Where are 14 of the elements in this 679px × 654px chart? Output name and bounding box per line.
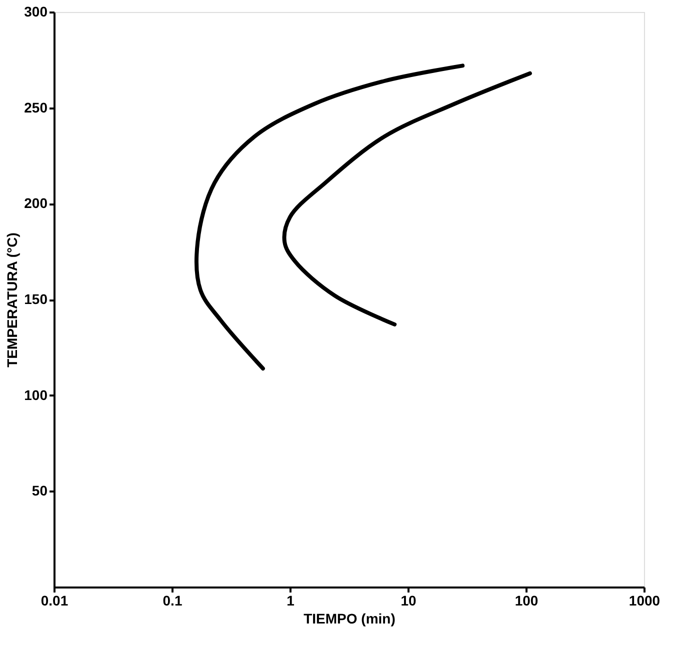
x-tick-label: 10	[400, 592, 416, 608]
y-tick-label: 50	[32, 482, 48, 499]
x-axis-title: TIEMPO (min)	[304, 610, 396, 626]
y-axis-title: TEMPERATURA (°C)	[4, 232, 20, 368]
x-tick-label: 0.1	[162, 592, 182, 608]
y-tick-label: 150	[24, 291, 48, 307]
x-tick-label: 100	[514, 592, 538, 608]
x-tick-label: 1	[286, 592, 295, 608]
y-tick-label: 200	[24, 195, 48, 212]
y-tick-label: 250	[24, 99, 48, 116]
x-tick-label: 1000	[628, 592, 660, 608]
y-tick-label: 100	[24, 386, 48, 403]
y-tick-label: 300	[24, 4, 48, 20]
x-tick-label: 0.01	[40, 592, 68, 608]
